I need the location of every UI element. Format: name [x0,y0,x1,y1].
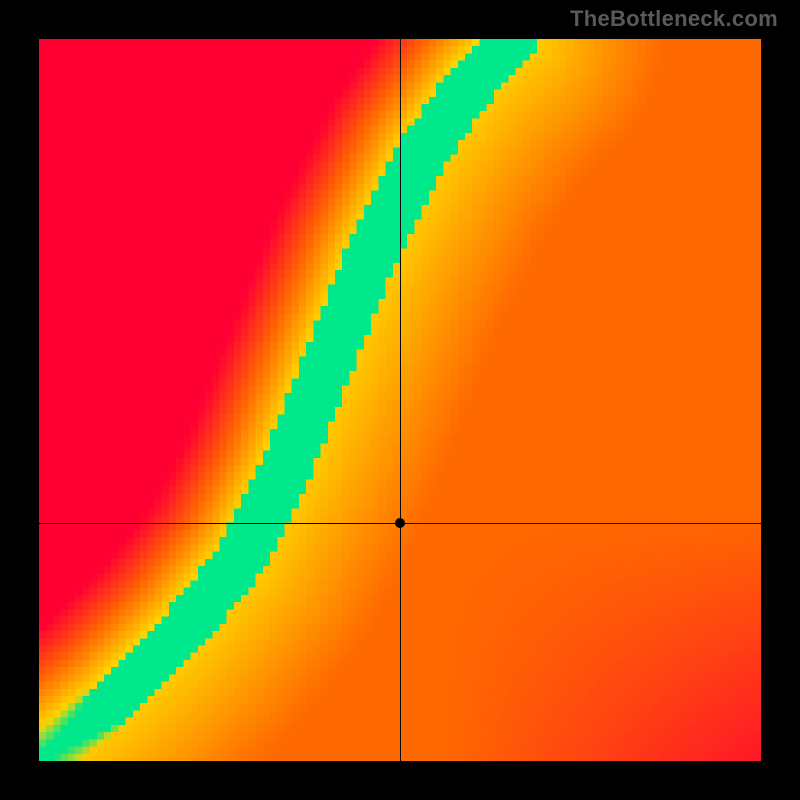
data-marker [395,518,405,528]
crosshair-vertical [400,39,401,761]
watermark-text: TheBottleneck.com [570,6,778,32]
plot-area [39,39,761,761]
